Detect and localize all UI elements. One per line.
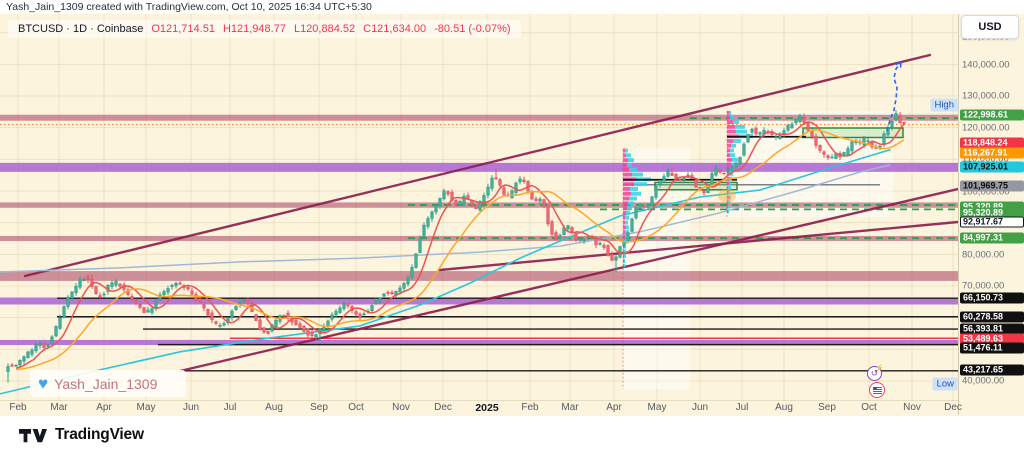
time-axis-label: Nov	[903, 402, 921, 413]
attribution-text: Yash_Jain_1309 created with TradingView.…	[6, 1, 372, 13]
time-axis-label: Oct	[348, 402, 364, 413]
price-level-badge: 107,925.01	[960, 161, 1024, 173]
time-axis-label: Jun	[691, 402, 709, 413]
time-axis-label: Feb	[9, 402, 27, 413]
price-level-badge: 60,278.58	[960, 311, 1024, 322]
price-level-badge: 122,998.61	[960, 109, 1024, 120]
price-axis-tick: 40,000.00	[962, 375, 1005, 387]
price-level-badge: 92,917.67	[960, 216, 1024, 227]
time-axis-label: Apr	[606, 402, 622, 413]
ohlc-close: C121,634.00	[363, 23, 427, 35]
price-level-badge: 53,489.63	[960, 333, 1024, 344]
attribution-bar: Yash_Jain_1309 created with TradingView.…	[0, 0, 1024, 14]
time-axis-label: Dec	[944, 402, 962, 413]
tradingview-logo-icon	[19, 428, 47, 442]
price-axis-tick: 140,000.00	[962, 59, 1010, 70]
heart-icon: ♥	[38, 374, 49, 393]
user-watermark: ♥ Yash_Jain_1309	[30, 370, 186, 397]
price-level-badge: 66,150.73	[960, 292, 1024, 304]
ohlc-high: H121,948.77	[222, 23, 286, 35]
visible-range-high-label: High	[930, 98, 958, 111]
ohlc-low: L120,884.52	[293, 23, 356, 35]
price-axis-tick: 120,000.00	[962, 122, 1010, 133]
us-economic-event-icon[interactable]	[869, 382, 885, 398]
price-level-badge: 84,997.31	[960, 232, 1024, 244]
price-level-badge: 101,969.75	[960, 180, 1024, 191]
time-axis-label: Sep	[310, 402, 328, 413]
price-level-badge: 116,267.91	[960, 147, 1024, 158]
time-axis-label: Mar	[561, 402, 579, 413]
tradingview-logo-text: TradingView	[55, 426, 144, 443]
us-flag-icon	[872, 386, 882, 394]
time-axis-label: Jun	[182, 402, 200, 413]
time-axis-label: May	[647, 402, 667, 413]
price-level-badge: 43,217.65	[960, 364, 1024, 375]
ohlc-open: O121,714.51	[151, 23, 215, 35]
price-axis-tick: 110,000.00	[962, 153, 1009, 165]
lightning-icon: ⚡	[875, 365, 884, 372]
chart-legend[interactable]: BTCUSD · 1D · Coinbase O121,714.51 H121,…	[8, 20, 521, 38]
time-axis-label: Aug	[775, 402, 793, 413]
time-axis-label: Nov	[392, 402, 410, 413]
time-axis-label: Oct	[861, 402, 877, 413]
price-level-badge: 95,320.89	[960, 201, 1024, 212]
time-axis-label: Jul	[735, 402, 749, 413]
price-axis-tick: 80,000.00	[962, 249, 1005, 260]
symbol-title[interactable]: BTCUSD · 1D · Coinbase	[18, 23, 144, 35]
price-level-badge: 56,393.81	[960, 323, 1024, 335]
time-axis-label: Mar	[50, 402, 68, 413]
time-axis-label: Aug	[265, 402, 283, 413]
chart-background	[0, 14, 1024, 416]
price-axis-tick: 70,000.00	[962, 280, 1005, 292]
price-level-badge: 118,848.24	[960, 137, 1024, 149]
economic-event-icon[interactable]: ↺ ⚡	[867, 365, 884, 381]
currency-unit-button[interactable]: USD	[961, 15, 1019, 39]
time-axis-separator	[0, 400, 958, 401]
price-axis-separator	[958, 14, 959, 415]
time-axis-label: Dec	[434, 402, 452, 413]
price-axis-tick: 100,000.00	[962, 186, 1010, 198]
time-axis-label: Feb	[521, 402, 539, 413]
price-level-badge: 51,476.11	[960, 342, 1024, 353]
ohlc-change: -80.51 (-0.07%)	[434, 23, 511, 35]
watermark-username: Yash_Jain_1309	[54, 375, 158, 392]
time-axis-label: Apr	[96, 402, 112, 413]
price-axis-tick: 130,000.00	[962, 90, 1010, 102]
tradingview-logo[interactable]: TradingView	[18, 426, 144, 444]
cycle-icon: ↺	[870, 368, 879, 378]
time-axis-label: May	[136, 402, 156, 413]
footer-bar: TradingView	[0, 416, 1024, 456]
time-axis-label: 2025	[475, 402, 499, 414]
time-axis-label: Jul	[223, 402, 237, 413]
time-axis-label: Sep	[818, 402, 836, 413]
visible-range-low-label: Low	[932, 377, 958, 390]
price-level-badge: 95,320.89	[960, 207, 1024, 219]
